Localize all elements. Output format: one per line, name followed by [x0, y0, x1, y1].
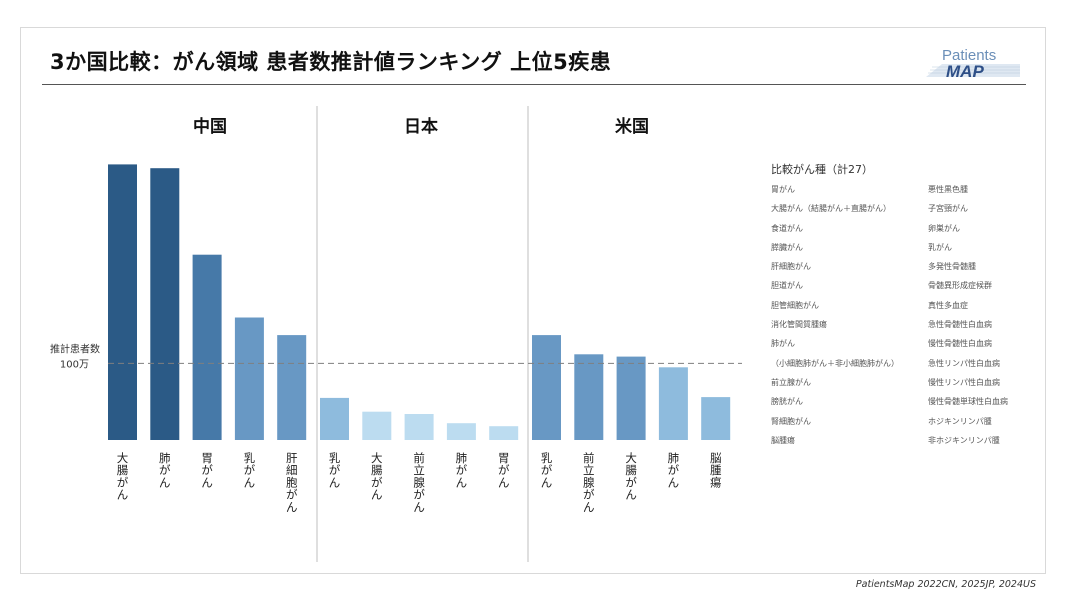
- svg-text:Patients: Patients: [942, 47, 996, 64]
- page-title: 3か国比較：がん領域 患者数推計値ランキング 上位5疾患: [50, 50, 612, 74]
- bar-label: 乳がん: [541, 451, 553, 489]
- legend-item: 膀胱がん: [771, 397, 803, 407]
- legend-item: 卵巣がん: [928, 223, 960, 233]
- bar-label: 大腸がん: [625, 451, 637, 502]
- group-header: 米国: [615, 116, 649, 137]
- bar-label: 胃がん: [201, 451, 213, 489]
- legend-item: 慢性骨髄性白血病: [928, 339, 992, 349]
- legend-item: 子宮頸がん: [928, 204, 968, 214]
- legend-item: ホジキンリンパ腫: [928, 416, 992, 426]
- svg-text:MAP: MAP: [946, 62, 984, 80]
- bar-label: 肺がん: [159, 451, 171, 489]
- bar-label: 大腸がん: [117, 451, 129, 502]
- legend-item: 腎細胞がん: [771, 416, 811, 426]
- legend-item: 脳腫瘍: [771, 435, 795, 445]
- bar-label: 肺がん: [668, 451, 680, 489]
- source-note: PatientsMap 2022CN, 2025JP, 2024US: [855, 579, 1036, 590]
- bar-label: 胃がん: [498, 451, 510, 489]
- legend-item: 乳がん: [928, 242, 952, 252]
- bar-label: 肝細胞がん: [286, 451, 298, 514]
- patients-map-logo: Patients MAP: [926, 47, 1020, 80]
- legend-item: 多発性骨髄腫: [928, 262, 976, 272]
- reference-value: 100万: [60, 359, 89, 370]
- bar: [574, 354, 604, 440]
- legend-item: 胆道がん: [771, 281, 803, 291]
- legend-item: 肝細胞がん: [771, 262, 811, 272]
- bar-label: 前立腺がん: [413, 451, 425, 514]
- legend-item: 肺がん: [771, 339, 795, 349]
- bar: [234, 317, 264, 440]
- bar-label: 大腸がん: [371, 451, 383, 502]
- bar: [532, 335, 561, 440]
- legend-item: 前立腺がん: [771, 377, 811, 387]
- bar: [701, 397, 731, 440]
- legend-item: 急性リンパ性白血病: [928, 358, 1000, 368]
- bar: [489, 426, 519, 440]
- legend-item: 慢性リンパ性白血病: [928, 377, 1000, 387]
- bar: [150, 168, 180, 440]
- legend-item: 骨髄異形成症候群: [928, 281, 992, 291]
- legend-item: （小細胞肺がん＋非小細胞肺がん）: [771, 358, 899, 368]
- title-divider: [42, 84, 1026, 85]
- bar: [362, 411, 392, 440]
- legend-column-1: 胃がん大腸がん（結腸がん＋直腸がん） 食道がん膵臓がん肝細胞がん胆道がん胆管細胞が…: [771, 184, 899, 454]
- bar: [108, 164, 137, 440]
- bar: [320, 397, 349, 440]
- legend-item: 真性多血症: [928, 300, 968, 310]
- legend-item: 悪性黒色腫: [928, 185, 968, 194]
- legend-item: 急性骨髄性白血病: [928, 320, 992, 330]
- bar-label: 前立腺がん: [583, 451, 595, 514]
- bar: [616, 356, 646, 440]
- legend-item: 慢性骨髄単球性白血病: [928, 397, 1008, 407]
- bar: [446, 423, 476, 440]
- legend-item: 非ホジキンリンパ腫: [928, 435, 1000, 445]
- bar-label: 乳がん: [244, 451, 256, 489]
- bar: [277, 335, 307, 440]
- group-header: 中国: [193, 116, 227, 137]
- legend-item: 胃がん: [771, 185, 795, 194]
- bar: [658, 367, 688, 440]
- legend-item: 膵臓がん: [771, 242, 803, 252]
- reference-label: 推計患者数: [50, 342, 100, 355]
- bar: [192, 254, 222, 440]
- legend-item: 消化管間質腫瘍: [771, 320, 827, 330]
- bar-label: 脳腫瘍: [710, 451, 722, 489]
- bar-label: 肺がん: [456, 451, 468, 489]
- group-header: 日本: [404, 116, 438, 137]
- legend-item: 食道がん: [771, 223, 803, 233]
- bar: [404, 414, 434, 440]
- legend-item: 大腸がん（結腸がん＋直腸がん）: [771, 204, 891, 214]
- bar-label: 乳がん: [329, 451, 341, 489]
- legend-item: 胆管細胞がん: [771, 300, 819, 310]
- legend-column-2: 悪性黒色腫子宮頸がん卵巣がん乳がん多発性骨髄腫骨髄異形成症候群 真性多血症急性骨髄…: [928, 184, 1008, 454]
- legend-title: 比較がん種（計27）: [771, 163, 873, 176]
- slide-frame: [20, 27, 1046, 574]
